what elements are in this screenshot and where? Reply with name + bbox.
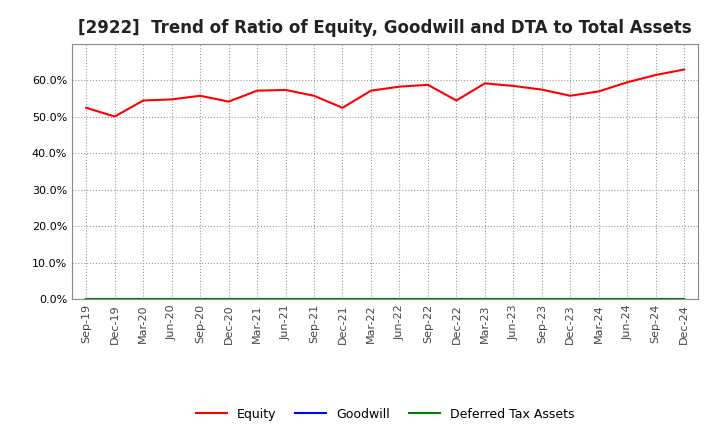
Deferred Tax Assets	[537, 297, 546, 302]
Equity	[366, 88, 375, 93]
Deferred Tax Assets	[310, 297, 318, 302]
Equity	[537, 87, 546, 92]
Goodwill	[423, 297, 432, 302]
Equity	[566, 93, 575, 99]
Deferred Tax Assets	[395, 297, 404, 302]
Goodwill	[623, 297, 631, 302]
Equity	[82, 105, 91, 110]
Deferred Tax Assets	[423, 297, 432, 302]
Title: [2922]  Trend of Ratio of Equity, Goodwill and DTA to Total Assets: [2922] Trend of Ratio of Equity, Goodwil…	[78, 19, 692, 37]
Deferred Tax Assets	[480, 297, 489, 302]
Equity	[623, 80, 631, 85]
Goodwill	[253, 297, 261, 302]
Deferred Tax Assets	[652, 297, 660, 302]
Equity	[423, 82, 432, 88]
Goodwill	[680, 297, 688, 302]
Goodwill	[652, 297, 660, 302]
Goodwill	[480, 297, 489, 302]
Deferred Tax Assets	[366, 297, 375, 302]
Deferred Tax Assets	[680, 297, 688, 302]
Goodwill	[566, 297, 575, 302]
Deferred Tax Assets	[338, 297, 347, 302]
Goodwill	[509, 297, 518, 302]
Deferred Tax Assets	[110, 297, 119, 302]
Deferred Tax Assets	[225, 297, 233, 302]
Goodwill	[537, 297, 546, 302]
Equity	[310, 93, 318, 99]
Deferred Tax Assets	[595, 297, 603, 302]
Equity	[139, 98, 148, 103]
Deferred Tax Assets	[253, 297, 261, 302]
Equity	[480, 81, 489, 86]
Deferred Tax Assets	[167, 297, 176, 302]
Deferred Tax Assets	[452, 297, 461, 302]
Deferred Tax Assets	[82, 297, 91, 302]
Goodwill	[82, 297, 91, 302]
Goodwill	[167, 297, 176, 302]
Equity	[225, 99, 233, 104]
Goodwill	[110, 297, 119, 302]
Deferred Tax Assets	[139, 297, 148, 302]
Goodwill	[225, 297, 233, 302]
Deferred Tax Assets	[282, 297, 290, 302]
Deferred Tax Assets	[566, 297, 575, 302]
Goodwill	[338, 297, 347, 302]
Equity	[282, 87, 290, 92]
Equity	[452, 98, 461, 103]
Goodwill	[139, 297, 148, 302]
Equity	[253, 88, 261, 93]
Goodwill	[366, 297, 375, 302]
Equity	[338, 105, 347, 110]
Equity	[196, 93, 204, 99]
Deferred Tax Assets	[623, 297, 631, 302]
Goodwill	[310, 297, 318, 302]
Goodwill	[452, 297, 461, 302]
Goodwill	[196, 297, 204, 302]
Goodwill	[595, 297, 603, 302]
Equity	[395, 84, 404, 89]
Line: Equity: Equity	[86, 70, 684, 117]
Equity	[110, 114, 119, 119]
Equity	[652, 72, 660, 77]
Equity	[509, 83, 518, 88]
Goodwill	[395, 297, 404, 302]
Legend: Equity, Goodwill, Deferred Tax Assets: Equity, Goodwill, Deferred Tax Assets	[191, 403, 580, 425]
Goodwill	[282, 297, 290, 302]
Equity	[680, 67, 688, 72]
Equity	[167, 97, 176, 102]
Equity	[595, 89, 603, 94]
Deferred Tax Assets	[509, 297, 518, 302]
Deferred Tax Assets	[196, 297, 204, 302]
